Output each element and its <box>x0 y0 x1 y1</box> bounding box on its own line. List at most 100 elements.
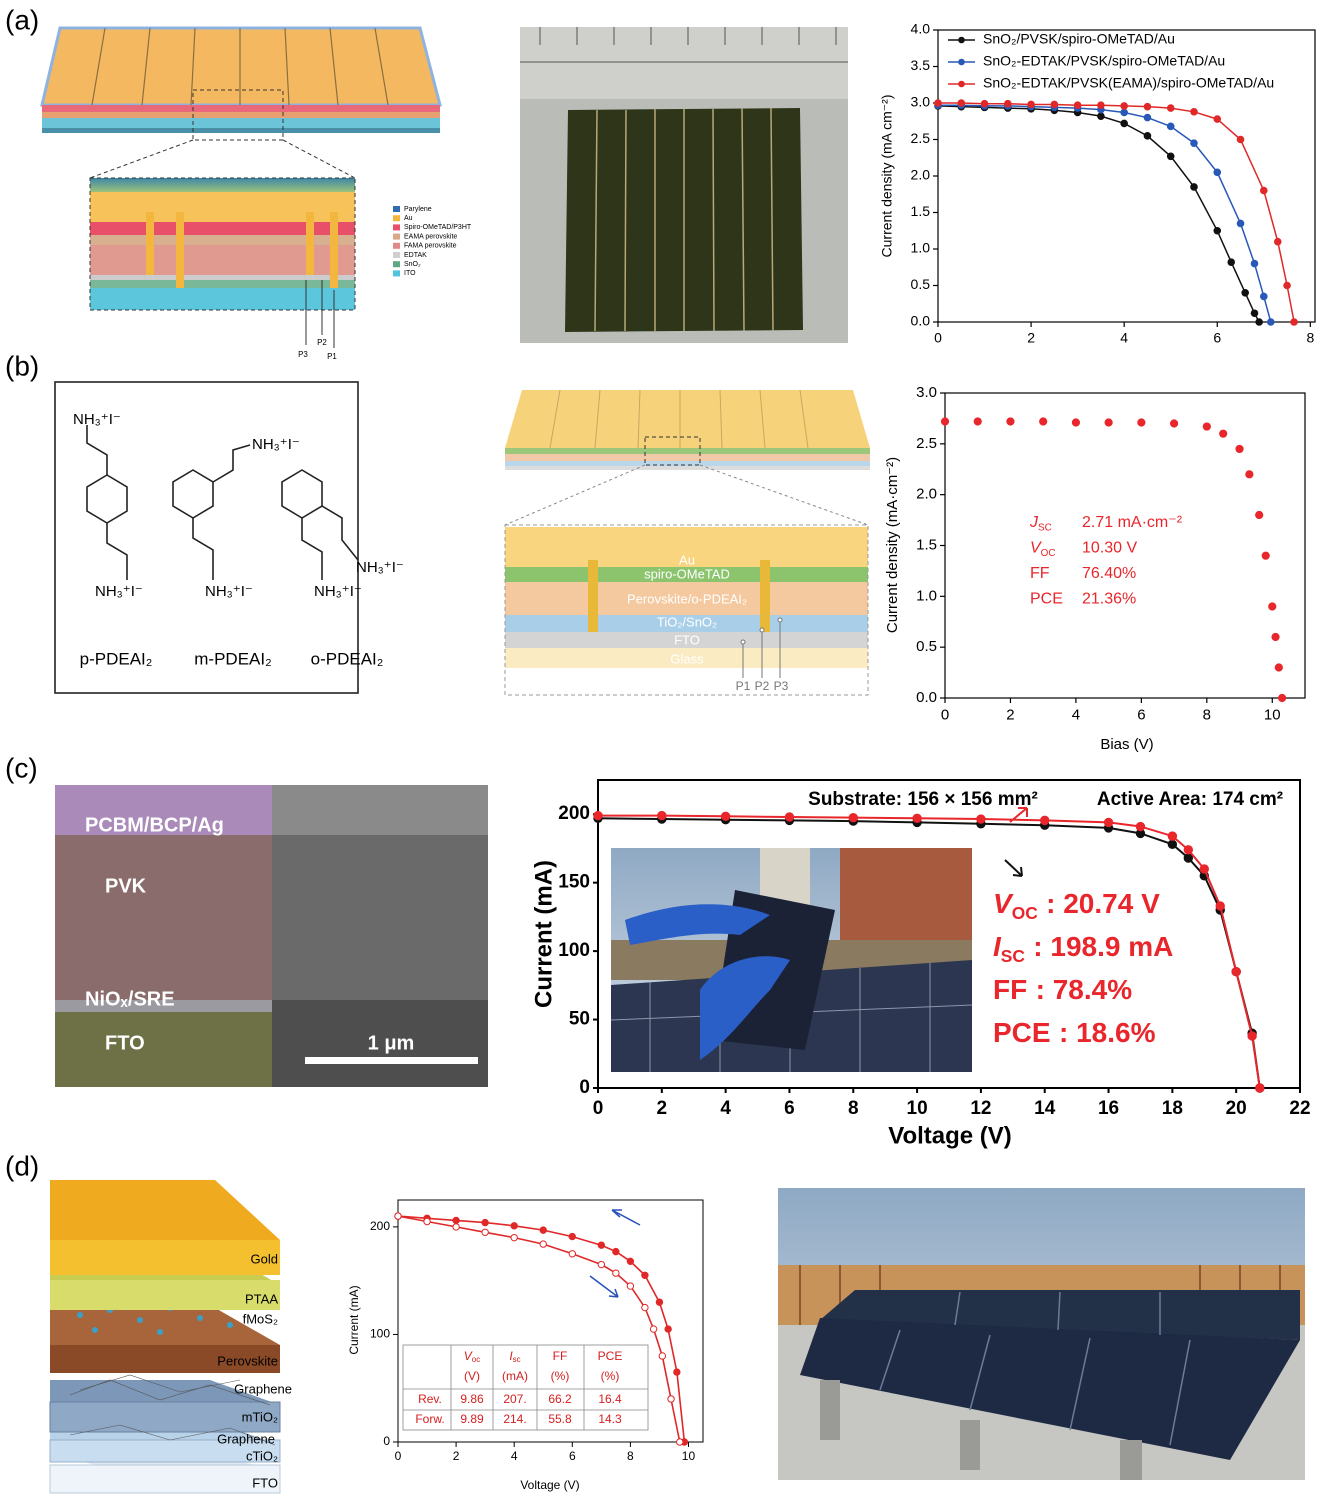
data-point <box>453 1217 459 1223</box>
ammonium: NH₃⁺I⁻ <box>252 436 300 453</box>
data-point <box>540 1241 546 1247</box>
legend-label: SnO₂ <box>404 261 421 268</box>
scribe-label: P1 <box>736 679 751 693</box>
table-header: FF <box>553 1349 568 1363</box>
annotation: VOC: 20.74 V <box>993 888 1160 922</box>
x-tick-label: 8 <box>1203 706 1211 723</box>
data-point <box>1228 259 1235 266</box>
data-point <box>1121 120 1128 127</box>
data-point <box>1291 319 1298 326</box>
field-photo <box>778 1188 1305 1480</box>
annotation: FF76.40% <box>1030 565 1136 582</box>
legend-label: SnO₂/PVSK/spiro-OMeTAD/Au <box>983 31 1175 47</box>
scribe-label: P2 <box>317 338 327 347</box>
data-point <box>1040 418 1047 425</box>
table-header-subscript: oc <box>472 1355 480 1364</box>
data-point <box>1028 101 1035 108</box>
annotation: VOC10.30 V <box>1030 540 1137 559</box>
layer-label: FTO <box>674 632 700 647</box>
data-point <box>1269 603 1276 610</box>
data-point <box>1262 552 1269 559</box>
y-tick-label: 3.0 <box>916 384 937 401</box>
data-point <box>1220 430 1227 437</box>
legend-label: Spiro-OMeTAD/P3HT <box>404 224 472 231</box>
layer-label: FTO <box>252 1475 278 1490</box>
data-point <box>1200 865 1208 873</box>
data-point <box>511 1234 517 1240</box>
data-point <box>1237 220 1244 227</box>
table-cell: 214. <box>503 1412 526 1426</box>
data-point <box>1121 109 1128 116</box>
annotation-subscript: SC <box>1001 945 1026 965</box>
data-point <box>1214 116 1221 123</box>
x-axis-label: Bias (V) <box>1100 736 1153 753</box>
x-tick-label: 10 <box>1264 706 1281 723</box>
data-point <box>1216 902 1224 910</box>
table-header-symbol: FF <box>553 1349 568 1363</box>
y-tick-label: 3.0 <box>911 94 931 110</box>
y-tick-label: 50 <box>569 1009 590 1030</box>
legend-marker <box>958 81 965 88</box>
data-point <box>511 1223 517 1229</box>
x-tick-label: 0 <box>934 329 942 345</box>
panel-label: (b) <box>5 350 39 381</box>
data-point <box>627 1258 633 1264</box>
data-point <box>1105 419 1112 426</box>
layer-label: Perovskite <box>217 1353 278 1368</box>
x-axis-label: Voltage (V) <box>520 1478 579 1492</box>
data-point <box>1284 282 1291 289</box>
y-tick-label: 1.0 <box>916 587 937 604</box>
module-diagram <box>42 28 440 348</box>
data-point <box>1242 290 1249 297</box>
data-point <box>1203 423 1210 430</box>
ammonium: NH₃⁺I⁻ <box>95 583 143 600</box>
data-point <box>1138 419 1145 426</box>
data-point <box>1256 319 1263 326</box>
annotation-symbol: FF <box>993 974 1027 1005</box>
y-tick-label: 0.0 <box>911 313 931 329</box>
x-tick-label: 2 <box>1027 329 1035 345</box>
module-schematic <box>505 390 870 695</box>
x-tick-label: 18 <box>1162 1098 1183 1119</box>
chart-subtitle: Active Area: 174 cm² <box>1097 789 1283 810</box>
annotation: FF: 78.4% <box>993 974 1132 1005</box>
data-point <box>1051 101 1058 108</box>
table-cell: Rev. <box>418 1392 442 1406</box>
table-header-unit: (%) <box>551 1369 570 1383</box>
legend-label: Parylene <box>404 206 432 213</box>
data-point <box>913 814 921 822</box>
x-tick-label: 6 <box>784 1098 795 1119</box>
x-tick-label: 6 <box>569 1449 576 1463</box>
data-point <box>482 1229 488 1235</box>
data-point <box>656 1299 662 1305</box>
x-tick-label: 2 <box>453 1449 460 1463</box>
x-tick-label: 14 <box>1034 1098 1056 1119</box>
annotation-subscript: OC <box>1041 548 1056 559</box>
x-tick-label: 8 <box>627 1449 634 1463</box>
annotation-value: 10.30 V <box>1082 540 1137 557</box>
legend-swatch <box>393 234 400 240</box>
y-tick-label: 1.0 <box>911 240 931 256</box>
data-point <box>1104 818 1112 826</box>
data-point <box>1167 153 1174 160</box>
legend-label: EDTAK <box>404 252 427 259</box>
table-cell: 14.3 <box>598 1412 622 1426</box>
x-tick-label: 6 <box>1213 329 1221 345</box>
data-point <box>569 1251 575 1257</box>
legend-swatch <box>393 206 400 212</box>
data-point <box>785 813 793 821</box>
data-point <box>1167 105 1174 112</box>
y-tick-label: 100 <box>370 1327 390 1341</box>
data-point <box>1168 832 1176 840</box>
data-point <box>1237 136 1244 143</box>
table-cell: 66.2 <box>548 1392 572 1406</box>
data-point <box>540 1227 546 1233</box>
layer-label: PVK <box>105 875 147 897</box>
data-point <box>1232 967 1240 975</box>
legend-swatch <box>393 261 400 267</box>
x-tick-label: 0 <box>593 1098 604 1119</box>
layer-label: Graphene <box>217 1431 275 1446</box>
data-point <box>935 100 942 107</box>
layer-label: fMoS₂ <box>243 1311 278 1326</box>
series-line <box>938 105 1271 322</box>
